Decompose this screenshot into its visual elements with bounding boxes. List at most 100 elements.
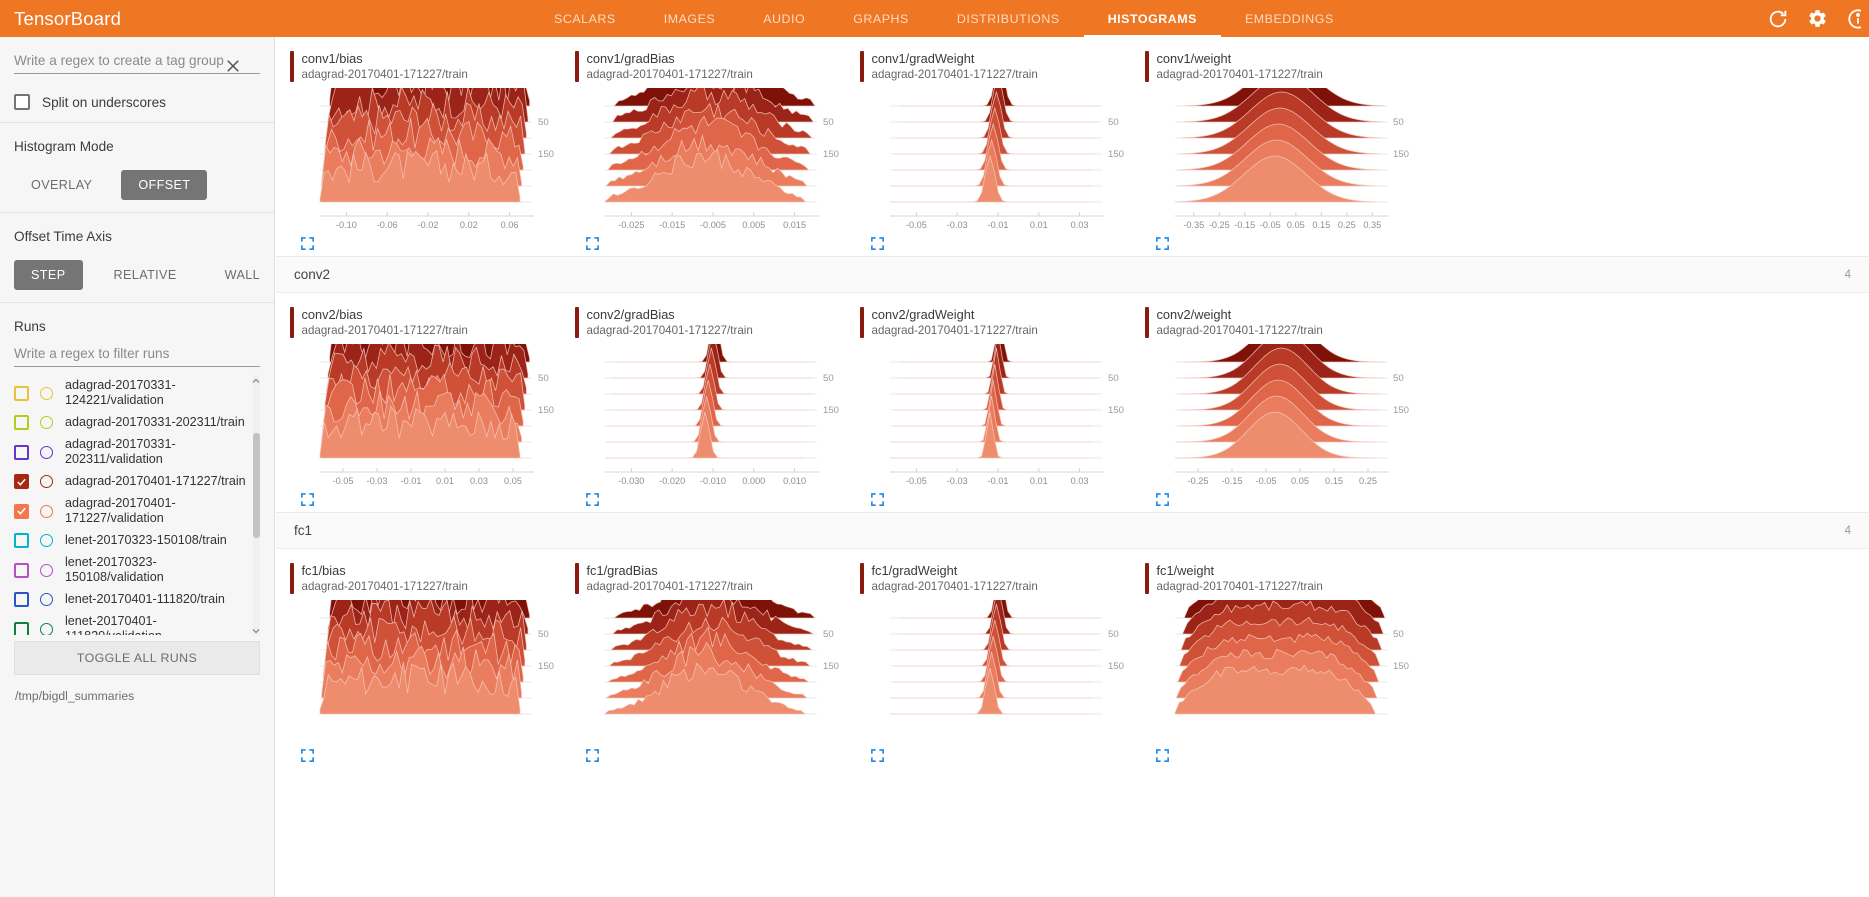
split-on-underscores-checkbox[interactable] bbox=[14, 94, 30, 110]
expand-icon[interactable] bbox=[585, 237, 600, 255]
tag-group-regex-input[interactable] bbox=[14, 51, 260, 74]
info-icon[interactable] bbox=[1847, 8, 1861, 30]
histogram-card[interactable]: conv2/bias adagrad-20170401-171227/train 5… bbox=[276, 293, 561, 512]
histogram-card[interactable]: conv1/gradBias adagrad-20170401-171227/tr… bbox=[561, 37, 846, 256]
runs-list[interactable]: adagrad-20170331-124221/validation adagra… bbox=[14, 375, 260, 635]
expand-icon[interactable] bbox=[870, 237, 885, 255]
expand-icon[interactable] bbox=[585, 749, 600, 767]
expand-icon[interactable] bbox=[300, 237, 315, 255]
histogram-plot[interactable]: 50 150 bbox=[290, 600, 558, 748]
histogram-plot[interactable]: 50 150 bbox=[1145, 600, 1413, 748]
nav-tab-distributions[interactable]: DISTRIBUTIONS bbox=[956, 11, 1060, 26]
histogram-plot[interactable]: 50 150 -0.05 -0.03 -0.01 0.01 0.03 bbox=[860, 88, 1128, 236]
nav-tab-embeddings[interactable]: EMBEDDINGS bbox=[1244, 11, 1334, 26]
svg-text:150: 150 bbox=[1108, 405, 1124, 416]
run-checkbox[interactable] bbox=[14, 621, 29, 635]
run-checkbox[interactable] bbox=[14, 474, 29, 489]
histogram-mode-overlay-button[interactable]: OVERLAY bbox=[31, 178, 93, 192]
expand-icon[interactable] bbox=[300, 749, 315, 767]
histogram-card[interactable]: fc1/gradBias adagrad-20170401-171227/trai… bbox=[561, 549, 846, 768]
run-item[interactable]: lenet-20170323-150108/validation bbox=[14, 552, 248, 588]
gear-icon[interactable] bbox=[1807, 8, 1829, 30]
run-item[interactable]: lenet-20170323-150108/train bbox=[14, 529, 248, 552]
chevron-down-icon[interactable] bbox=[250, 624, 260, 635]
expand-icon[interactable] bbox=[1155, 749, 1170, 767]
expand-icon[interactable] bbox=[1155, 237, 1170, 255]
expand-icon[interactable] bbox=[870, 749, 885, 767]
run-item[interactable]: adagrad-20170401-171227/validation bbox=[14, 493, 248, 529]
svg-text:-0.005: -0.005 bbox=[700, 220, 726, 230]
histogram-card[interactable]: fc1/weight adagrad-20170401-171227/train 5… bbox=[1131, 549, 1416, 768]
run-item[interactable]: adagrad-20170331-202311/validation bbox=[14, 434, 248, 470]
histogram-card[interactable]: conv2/gradWeight adagrad-20170401-171227/… bbox=[846, 293, 1131, 512]
run-item[interactable]: adagrad-20170331-202311/train bbox=[14, 411, 248, 434]
nav-tab-images[interactable]: IMAGES bbox=[663, 11, 716, 26]
runs-scrollbar[interactable] bbox=[253, 375, 260, 635]
histogram-plot[interactable]: 50 150 -0.025 -0.015 -0.005 0.005 0.015 bbox=[575, 88, 843, 236]
card-tag-name: conv2/weight bbox=[1156, 307, 1232, 322]
histogram-plot[interactable]: 50 150 -0.05 -0.03 -0.01 0.01 0.03 0.05 bbox=[290, 344, 558, 492]
run-checkbox[interactable] bbox=[14, 592, 29, 607]
svg-text:0.25: 0.25 bbox=[1338, 220, 1356, 230]
histogram-plot[interactable]: 50 150 -0.05 -0.03 -0.01 0.01 0.03 bbox=[860, 344, 1128, 492]
refresh-icon[interactable] bbox=[1767, 8, 1789, 30]
histogram-plot[interactable]: 50 150 -0.030 -0.020 -0.010 0.000 0.010 bbox=[575, 344, 843, 492]
expand-icon[interactable] bbox=[585, 493, 600, 511]
run-checkbox[interactable] bbox=[14, 533, 29, 548]
histogram-card[interactable]: fc1/gradWeight adagrad-20170401-171227/tr… bbox=[846, 549, 1131, 768]
run-color-bar bbox=[1145, 51, 1149, 82]
split-on-underscores-row[interactable]: Split on underscores bbox=[14, 94, 260, 110]
offset-axis-wall-button[interactable]: WALL bbox=[224, 268, 261, 282]
svg-text:0.03: 0.03 bbox=[1071, 476, 1089, 486]
nav-tab-graphs[interactable]: GRAPHS bbox=[853, 11, 909, 26]
histogram-card[interactable]: conv1/bias adagrad-20170401-171227/train 5… bbox=[276, 37, 561, 256]
histogram-card[interactable]: fc1/bias adagrad-20170401-171227/train 50 1… bbox=[276, 549, 561, 768]
runs-title: Runs bbox=[14, 319, 46, 334]
runs-scrollbar-thumb[interactable] bbox=[253, 433, 260, 538]
run-item[interactable]: adagrad-20170401-171227/train bbox=[14, 470, 248, 493]
main-content[interactable]: conv1/bias adagrad-20170401-171227/train 5… bbox=[276, 37, 1869, 897]
toggle-all-runs-button[interactable]: TOGGLE ALL RUNS bbox=[14, 641, 260, 675]
run-color-bar bbox=[860, 51, 864, 82]
histogram-card[interactable]: conv2/gradBias adagrad-20170401-171227/tr… bbox=[561, 293, 846, 512]
histogram-plot[interactable]: 50 150 bbox=[575, 600, 843, 748]
histogram-plot[interactable]: 50 150 -0.10 -0.06 -0.02 0.02 0.06 bbox=[290, 88, 558, 236]
expand-icon[interactable] bbox=[1155, 493, 1170, 511]
run-checkbox[interactable] bbox=[14, 415, 29, 430]
nav-tab-scalars[interactable]: SCALARS bbox=[554, 11, 616, 26]
histogram-plot[interactable]: 50 150 -0.25 -0.15 -0.05 0.05 0.15 0.25 bbox=[1145, 344, 1413, 492]
run-item[interactable]: lenet-20170401-111820/validation bbox=[14, 611, 248, 635]
run-checkbox[interactable] bbox=[14, 444, 29, 460]
card-tag-name: fc1/bias bbox=[301, 563, 346, 578]
runs-filter-input[interactable] bbox=[14, 344, 260, 367]
close-icon[interactable] bbox=[224, 57, 242, 75]
card-header: conv2/gradBias adagrad-20170401-171227/tr… bbox=[575, 307, 846, 338]
svg-text:0.010: 0.010 bbox=[783, 476, 806, 486]
run-checkbox[interactable] bbox=[14, 385, 29, 401]
nav-tab-audio[interactable]: AUDIO bbox=[763, 11, 806, 26]
offset-axis-relative-button[interactable]: RELATIVE bbox=[113, 268, 177, 282]
histogram-mode-title: Histogram Mode bbox=[14, 139, 114, 154]
histogram-plot[interactable]: 50 150 bbox=[860, 600, 1128, 748]
expand-icon[interactable] bbox=[300, 493, 315, 511]
histogram-mode-offset-button[interactable]: OFFSET bbox=[121, 170, 208, 200]
offset-time-axis-title: Offset Time Axis bbox=[14, 229, 112, 244]
run-item[interactable]: adagrad-20170331-124221/validation bbox=[14, 375, 248, 411]
group-header-conv2[interactable]: conv2 4 bbox=[276, 256, 1869, 293]
run-checkbox[interactable] bbox=[14, 503, 29, 519]
histogram-plot[interactable]: 50 150 -0.35 -0.25 -0.15 -0.05 0.05 0.15 0.25 0.3… bbox=[1145, 88, 1413, 236]
svg-text:50: 50 bbox=[1108, 629, 1119, 640]
run-item[interactable]: lenet-20170401-111820/train bbox=[14, 588, 248, 611]
logdir-path: /tmp/bigdl_summaries bbox=[15, 689, 135, 703]
expand-icon[interactable] bbox=[870, 493, 885, 511]
run-checkbox[interactable] bbox=[14, 562, 29, 578]
group-header-fc1[interactable]: fc1 4 bbox=[276, 512, 1869, 549]
histogram-card[interactable]: conv1/gradWeight adagrad-20170401-171227/… bbox=[846, 37, 1131, 256]
histogram-card[interactable]: conv2/weight adagrad-20170401-171227/trai… bbox=[1131, 293, 1416, 512]
tag-group-section: Split on underscores bbox=[0, 37, 274, 123]
nav-tab-histograms[interactable]: HISTOGRAMS bbox=[1083, 0, 1222, 37]
offset-axis-step-button[interactable]: STEP bbox=[14, 260, 83, 290]
histogram-card[interactable]: conv1/weight adagrad-20170401-171227/trai… bbox=[1131, 37, 1416, 256]
svg-text:50: 50 bbox=[538, 373, 549, 384]
chevron-up-icon[interactable] bbox=[250, 375, 260, 386]
